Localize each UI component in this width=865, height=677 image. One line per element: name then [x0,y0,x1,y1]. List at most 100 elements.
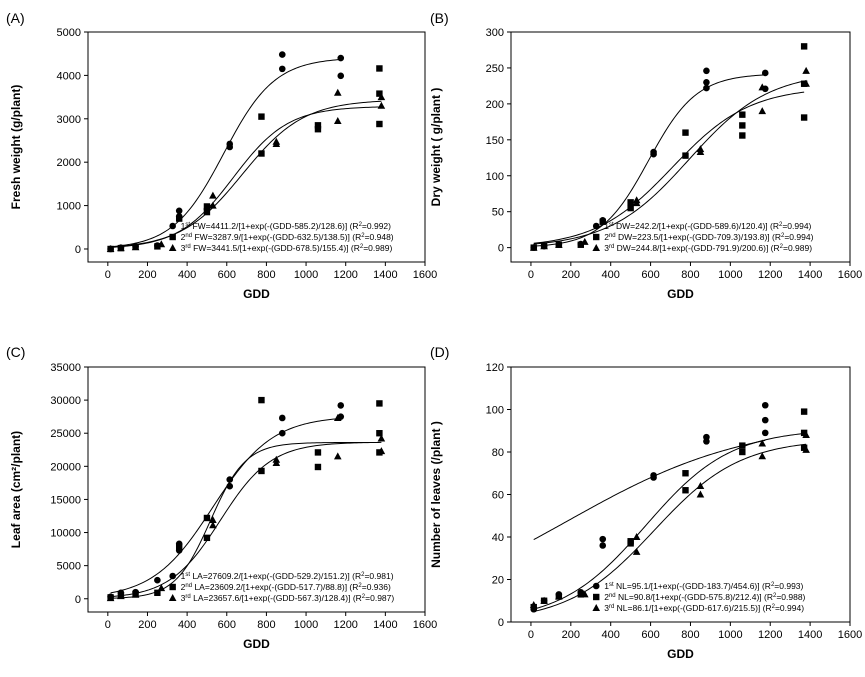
data-point-square [682,487,689,494]
x-tick-label: 600 [641,629,659,641]
data-point-triangle [272,455,281,463]
y-tick-label: 250 [486,63,504,75]
data-point-triangle [209,201,217,209]
legend-marker-square [593,233,600,241]
data-point-triangle [696,482,705,489]
data-point-triangle [540,242,548,250]
data-point-triangle [802,79,810,87]
y-tick-label: 5000 [57,27,81,39]
data-point-circle [650,148,657,156]
x-tick-label: 200 [562,269,580,281]
legend-marker-triangle [168,594,177,601]
data-point-square [739,111,746,118]
x-tick-label: 1600 [413,619,437,631]
x-tick-label: 200 [138,269,156,281]
data-point-square [739,448,746,456]
x-tick-label: 1000 [718,629,742,641]
x-tick-label: 1200 [758,269,782,281]
fit-curve-circle [110,58,341,248]
fit-curve-circle [110,417,341,594]
data-point-square [739,122,746,129]
y-tick-label: 5000 [57,561,81,573]
data-point-square [258,150,265,157]
data-point-square [314,449,322,456]
plot-frame [87,366,426,613]
data-point-circle [337,72,345,80]
y-tick-label: 100 [486,405,504,417]
data-point-square [154,589,161,596]
panel-label: (B) [430,10,449,26]
x-tick-label: 800 [681,269,699,281]
x-tick-label: 400 [602,269,620,281]
y-tick-label: 25000 [50,428,81,440]
y-tick-label: 100 [486,171,504,183]
x-axis-title: GDD [667,647,694,661]
fit-curve-triangle [110,441,382,598]
data-point-square [376,120,383,128]
data-point-circle [703,79,710,86]
x-tick-label: 1400 [798,269,822,281]
fit-curve-circle [533,74,766,247]
x-tick-label: 800 [257,269,275,281]
panel-d: (D) 0 200 400 600 800 1000 1200 1400 1600 0 20 40 60 8… [429,344,862,661]
x-tick-label: 600 [218,269,236,281]
legend-entry: 1st DW=242.2/[1+exp(-(GDD-589.6)/120.4)]… [604,221,811,231]
y-tick-label: 50 [492,207,504,219]
legend-marker-circle [169,222,176,230]
y-tick-label: 40 [492,532,504,544]
x-tick-label: 1400 [798,629,822,641]
data-point-triangle [580,590,589,598]
data-point-triangle [209,521,217,529]
data-point-circle [337,402,345,409]
data-point-circle [278,429,286,437]
legend-entry: 1st LA=27609.2/[1+exp(-(GDD-529.2)/151.2… [181,571,394,581]
plot-frame [87,31,426,263]
data-point-triangle [632,196,641,204]
data-point-circle [761,401,769,409]
data-point-square [203,203,211,210]
x-tick-label: 1000 [718,269,742,281]
x-tick-label: 600 [641,269,659,281]
data-point-triangle [696,490,705,498]
data-point-square [376,430,383,437]
y-tick-label: 0 [75,244,81,256]
data-point-square [800,408,808,415]
legend-entry: 3rd NL=86.1/[1+exp(-(GDD-617.6)/215.5)] … [604,603,804,613]
data-point-circle [278,414,286,422]
legend-entry: 1st NL=95.1/[1+exp(-(GDD-183.7)/454.6)] … [604,581,803,591]
data-point-triangle [157,240,166,248]
x-tick-label: 400 [178,269,196,281]
legend-marker-square [593,593,600,601]
data-point-circle [278,51,286,58]
data-point-circle [761,416,769,424]
data-point-circle [599,535,607,543]
y-tick-label: 60 [492,490,504,502]
data-point-square [599,218,606,225]
data-point-triangle [377,434,386,442]
x-tick-label: 400 [602,629,620,641]
y-tick-label: 3000 [57,114,81,126]
data-point-circle [703,84,710,92]
data-point-triangle [117,592,125,600]
panel-label: (D) [430,344,449,360]
x-tick-label: 1000 [294,269,318,281]
data-point-circle [337,54,345,62]
y-axis-title: Number of leaves (/plant ) [429,421,443,568]
data-point-triangle [758,452,767,460]
data-point-triangle [333,452,342,460]
x-tick-label: 1400 [373,269,397,281]
data-point-square [800,429,808,437]
data-point-triangle [758,107,767,115]
data-point-triangle [333,88,342,96]
data-point-circle [226,482,234,490]
y-axis-title: Dry weight ( g/plant ) [429,88,443,207]
data-point-square [682,470,689,477]
data-point-square [258,396,265,404]
y-axis-title: Fresh weight (g/plant) [9,85,23,210]
data-point-triangle [106,594,115,602]
data-point-triangle [333,116,342,124]
data-point-square [376,90,383,97]
y-tick-label: 200 [486,99,504,111]
data-point-triangle [333,413,342,421]
data-point-square [258,113,265,120]
